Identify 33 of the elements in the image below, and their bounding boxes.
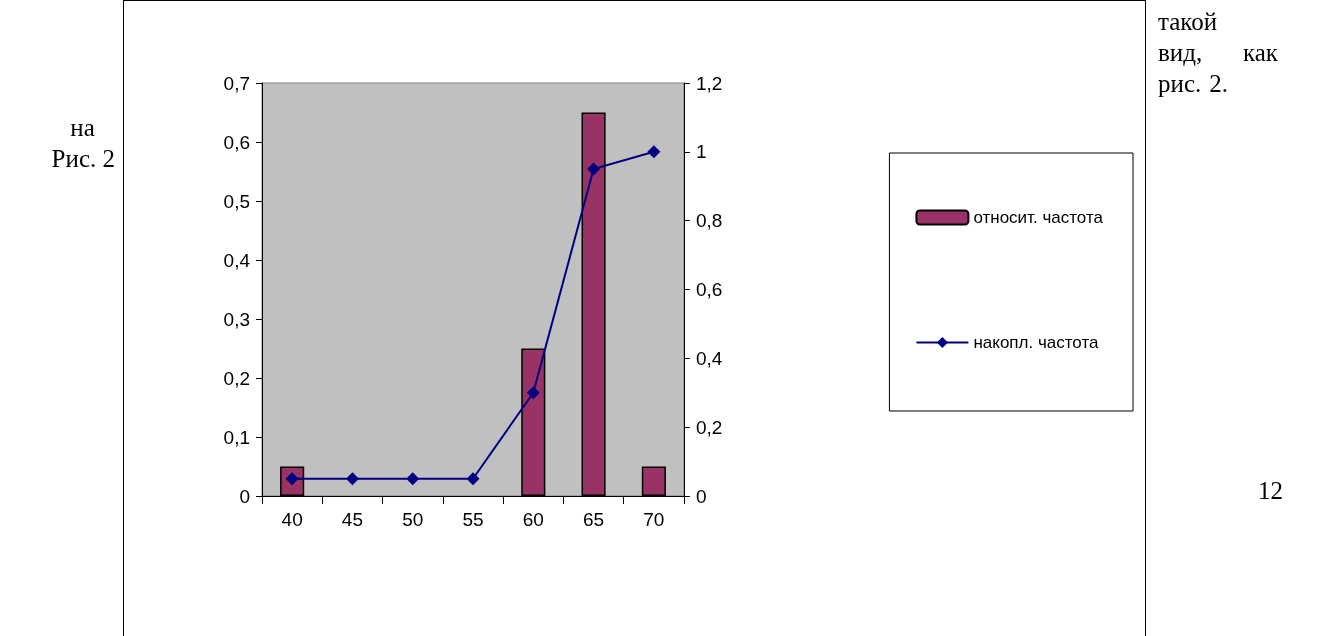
point	[587, 162, 601, 176]
x-tick-label: 40	[281, 509, 303, 530]
text: на Рис. 2	[50, 113, 115, 174]
y2-tick-label: 1,2	[696, 72, 723, 94]
point	[466, 472, 480, 486]
x-tick-label: 65	[583, 509, 605, 530]
legend-label: накопл. частота	[973, 333, 1099, 352]
y-tick-label: 0	[239, 485, 250, 507]
y-tick-label: 0,1	[223, 426, 250, 448]
y-tick-label: 0,5	[223, 190, 250, 212]
y-tick-label: 0,6	[223, 131, 250, 153]
y2-tick-label: 0,2	[696, 416, 723, 438]
text: такой вид, как рис. 2.	[1158, 8, 1278, 97]
y2-tick-label: 1	[696, 141, 707, 163]
point	[526, 386, 540, 400]
y-tick-label: 0,7	[223, 72, 250, 94]
x-tick-label: 70	[643, 509, 665, 530]
point	[406, 472, 420, 486]
y-tick-label: 0,2	[223, 367, 250, 389]
y-tick-label: 0,4	[223, 249, 251, 271]
point	[345, 472, 359, 486]
x-tick-label: 45	[341, 509, 363, 530]
y2-tick-label: 0	[696, 485, 707, 507]
point	[647, 145, 661, 159]
y2-tick-label: 0,6	[696, 279, 723, 300]
x-tick-label: 50	[402, 509, 424, 530]
y2-tick-label: 0,4	[696, 347, 723, 369]
legend-label: относит. частота	[973, 208, 1104, 227]
y-tick-label: 0,3	[223, 308, 250, 330]
x-tick-label: 55	[462, 509, 484, 530]
x-tick-label: 60	[522, 509, 544, 530]
y2-tick-label: 0,8	[696, 210, 723, 232]
text: 12	[1258, 476, 1283, 506]
